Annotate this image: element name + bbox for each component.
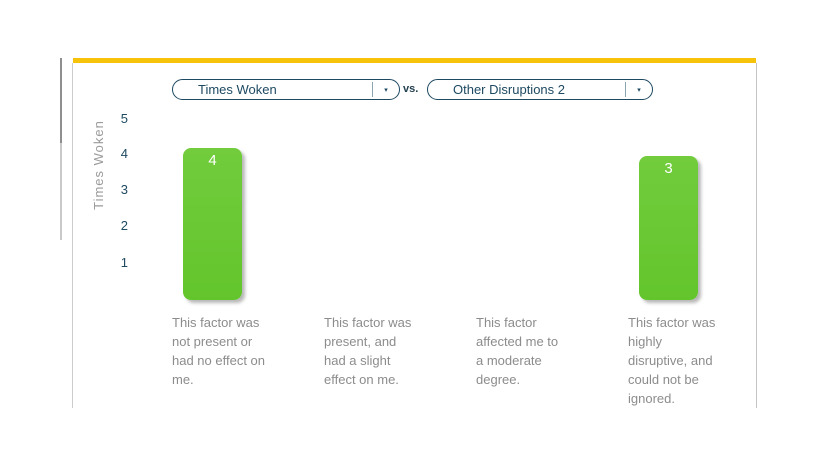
category-label-line: could not be bbox=[628, 372, 699, 387]
category-label: This factor was highly disruptive, and coul… bbox=[628, 313, 740, 408]
bar-value-label: 4 bbox=[208, 152, 217, 169]
left-metric-label: Times Woken bbox=[198, 82, 277, 97]
category-label-line: This factor was bbox=[324, 315, 412, 330]
bar: 4 bbox=[183, 148, 242, 300]
y-tick-label: 1 bbox=[120, 255, 128, 270]
bar: 3 bbox=[639, 156, 698, 300]
category-label-line: had no effect on bbox=[172, 353, 266, 368]
y-tick-label: 5 bbox=[120, 111, 128, 126]
caret-down-icon[interactable]: ▾ bbox=[372, 82, 399, 97]
category-label-line: This factor bbox=[476, 315, 537, 330]
category-label: This factor affected me to a moderate degre… bbox=[476, 313, 588, 389]
y-tick-label: 3 bbox=[120, 182, 128, 197]
category-label-line: ignored. bbox=[628, 391, 675, 406]
right-metric-dropdown[interactable]: Other Disruptions 2 ▾ bbox=[427, 79, 653, 100]
panel-left-border bbox=[72, 63, 73, 408]
y-tick-label: 2 bbox=[120, 218, 128, 233]
category-label-line: not present or bbox=[172, 334, 253, 349]
category-label-line: disruptive, and bbox=[628, 353, 713, 368]
left-metric-dropdown[interactable]: Times Woken ▾ bbox=[172, 79, 400, 100]
caret-down-icon[interactable]: ▾ bbox=[625, 82, 652, 97]
category-label-line: effect on me. bbox=[324, 372, 399, 387]
right-metric-label: Other Disruptions 2 bbox=[453, 82, 565, 97]
category-label-line: had a slight bbox=[324, 353, 391, 368]
category-label: This factor was present, and had a slight e… bbox=[324, 313, 436, 389]
category-label-line: This factor was bbox=[628, 315, 716, 330]
category-label-line: me. bbox=[172, 372, 194, 387]
category-label-line: degree. bbox=[476, 372, 521, 387]
panel-top-accent-bar bbox=[73, 58, 756, 63]
bar-value-label: 3 bbox=[664, 160, 673, 177]
vs-label: vs. bbox=[403, 83, 419, 95]
category-label-line: This factor was bbox=[172, 315, 260, 330]
category-label-line: highly bbox=[628, 334, 662, 349]
category-label: This factor was not present or had no effe… bbox=[172, 313, 284, 389]
scrollbar-track[interactable] bbox=[60, 143, 62, 240]
scrollbar-thumb[interactable] bbox=[60, 58, 62, 143]
y-tick-label: 4 bbox=[120, 146, 128, 161]
category-label-line: present, and bbox=[324, 334, 397, 349]
category-label-line: a moderate bbox=[476, 353, 542, 368]
panel-right-border bbox=[756, 63, 757, 408]
category-label-line: affected me to bbox=[476, 334, 559, 349]
